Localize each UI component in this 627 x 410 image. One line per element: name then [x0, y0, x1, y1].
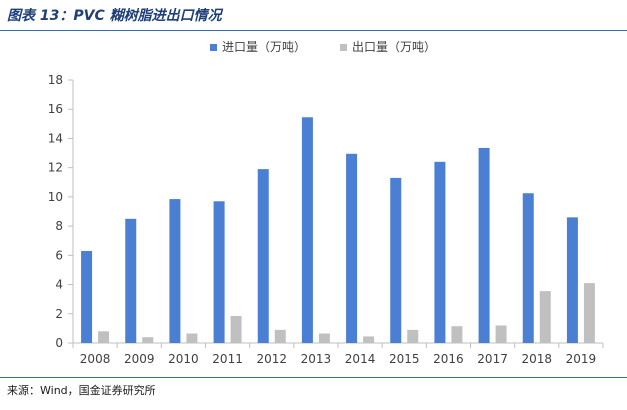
import-bar	[301, 117, 313, 343]
x-tick-label: 2018	[521, 352, 552, 366]
legend-label-import: 进口量（万吨）	[222, 40, 306, 54]
import-bar	[390, 177, 402, 343]
export-bar	[142, 337, 154, 343]
export-bar	[318, 333, 330, 343]
x-tick-label: 2013	[301, 352, 332, 366]
y-tick-label: 6	[55, 248, 63, 262]
x-tick-label: 2014	[345, 352, 376, 366]
import-bar	[434, 161, 446, 343]
source-note: 来源：Wind，国金证券研究所	[7, 384, 156, 397]
y-tick-label: 2	[55, 307, 63, 321]
import-bar	[125, 218, 137, 343]
legend-swatch-import	[210, 44, 217, 51]
import-bar	[213, 201, 225, 343]
x-tick-label: 2016	[433, 352, 464, 366]
export-bar	[495, 325, 507, 343]
y-tick-label: 10	[48, 190, 63, 204]
figure-title-bar: 图表 13：PVC 糊树脂进出口情况	[0, 0, 627, 31]
export-bar	[274, 329, 286, 343]
export-bar	[539, 291, 551, 343]
bottom-rule	[0, 377, 627, 378]
x-tick-label: 2015	[389, 352, 420, 366]
y-tick-label: 16	[48, 102, 63, 116]
x-tick-label: 2009	[124, 352, 155, 366]
y-tick-label: 18	[48, 73, 63, 87]
x-tick-label: 2017	[477, 352, 508, 366]
import-bar	[257, 169, 269, 343]
legend-label-export: 出口量（万吨）	[352, 40, 436, 54]
export-bar	[583, 283, 595, 343]
legend-swatch-export	[340, 44, 347, 51]
export-bar	[186, 333, 198, 343]
y-tick-label: 0	[55, 336, 63, 350]
x-tick-label: 2010	[168, 352, 199, 366]
import-bar	[346, 153, 358, 343]
import-bar	[566, 217, 578, 343]
import-bar	[81, 250, 93, 343]
y-tick-label: 14	[48, 131, 63, 145]
y-tick-label: 12	[48, 161, 63, 175]
x-tick-label: 2019	[566, 352, 597, 366]
x-tick-label: 2011	[212, 352, 243, 366]
x-tick-label: 2012	[256, 352, 287, 366]
y-tick-label: 8	[55, 219, 63, 233]
import-bar	[478, 147, 490, 343]
export-bar	[407, 329, 419, 343]
y-tick-label: 4	[55, 278, 63, 292]
x-tick-label: 2008	[80, 352, 111, 366]
figure-title: 图表 13：PVC 糊树脂进出口情况	[7, 8, 222, 24]
export-bar	[363, 336, 375, 343]
export-bar	[98, 331, 110, 343]
export-bar	[451, 326, 463, 343]
import-bar	[522, 193, 534, 343]
export-bar	[230, 315, 242, 343]
import-bar	[169, 199, 181, 343]
